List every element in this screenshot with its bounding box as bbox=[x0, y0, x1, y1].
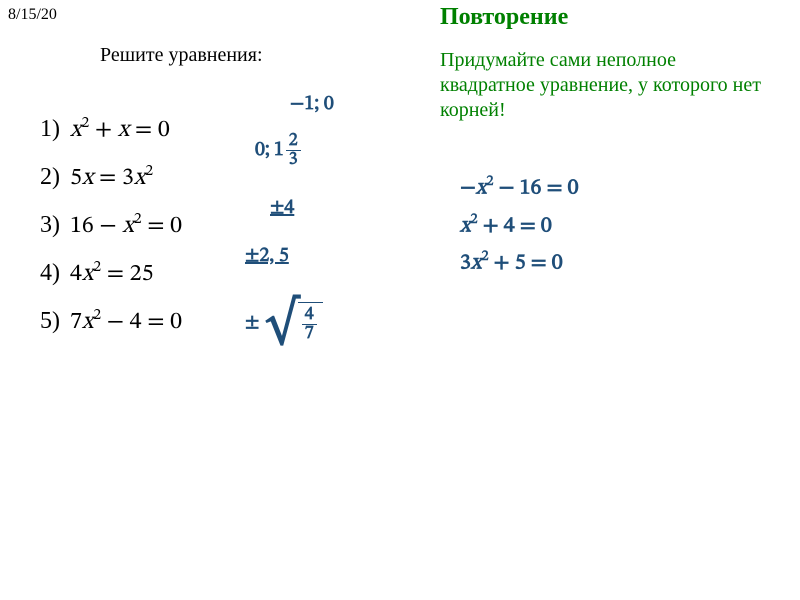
item-number: 3) bbox=[40, 213, 70, 237]
answer-1: −1; 0 bbox=[290, 92, 334, 117]
example-eq: x2 + 4 = 0 bbox=[460, 208, 579, 246]
item-number: 5) bbox=[40, 309, 70, 333]
sqrt: √ 4 7 bbox=[265, 302, 322, 344]
fraction: 4 7 bbox=[302, 306, 317, 343]
example-equations: −x2 − 16 = 0 x2 + 4 = 0 3x2 + 5 = 0 bbox=[460, 170, 579, 283]
frac-num: 2 bbox=[286, 132, 301, 151]
subtitle: Решите уравнения: bbox=[100, 44, 263, 67]
date-label: 8/15/20 bbox=[8, 6, 57, 24]
list-item: 2) 5x = 3x2 bbox=[40, 153, 182, 201]
answer-5: ± √ 4 7 bbox=[245, 302, 323, 344]
answer-2-prefix: 0; bbox=[255, 138, 270, 163]
answer-3: ±4 bbox=[270, 196, 294, 221]
item-expression: x2 + x = 0 bbox=[70, 116, 170, 142]
list-item: 5) 7x2 − 4 = 0 bbox=[40, 297, 182, 345]
task-description: Придумайте сами неполное квадратное урав… bbox=[440, 48, 770, 123]
equation-list: 1) x2 + x = 0 2) 5x = 3x2 3) 16 − x2 = 0… bbox=[40, 105, 182, 345]
list-item: 3) 16 − x2 = 0 bbox=[40, 201, 182, 249]
item-expression: 5x = 3x2 bbox=[70, 164, 153, 190]
answer-2-fraction: 1 2 3 bbox=[274, 132, 301, 169]
item-number: 4) bbox=[40, 261, 70, 285]
page-title: Повторение bbox=[440, 4, 568, 31]
item-expression: 16 − x2 = 0 bbox=[70, 212, 182, 238]
answer-2: 0; 1 2 3 bbox=[255, 132, 301, 169]
list-item: 1) x2 + x = 0 bbox=[40, 105, 182, 153]
fraction: 2 3 bbox=[286, 132, 301, 169]
frac-num: 4 bbox=[302, 306, 317, 325]
answer-4: ±2, 5 bbox=[245, 244, 289, 269]
pm-sign: ± bbox=[245, 311, 259, 336]
item-expression: 7x2 − 4 = 0 bbox=[70, 308, 182, 334]
example-eq: −x2 − 16 = 0 bbox=[460, 170, 579, 208]
frac-den: 7 bbox=[302, 325, 317, 343]
item-number: 1) bbox=[40, 117, 70, 141]
example-eq: 3x2 + 5 = 0 bbox=[460, 245, 579, 283]
answer-2-whole: 1 bbox=[274, 138, 284, 163]
list-item: 4) 4x2 = 25 bbox=[40, 249, 182, 297]
sqrt-icon: √ bbox=[265, 302, 298, 344]
sqrt-body: 4 7 bbox=[298, 302, 323, 344]
item-expression: 4x2 = 25 bbox=[70, 260, 153, 286]
item-number: 2) bbox=[40, 165, 70, 189]
frac-den: 3 bbox=[286, 151, 301, 169]
